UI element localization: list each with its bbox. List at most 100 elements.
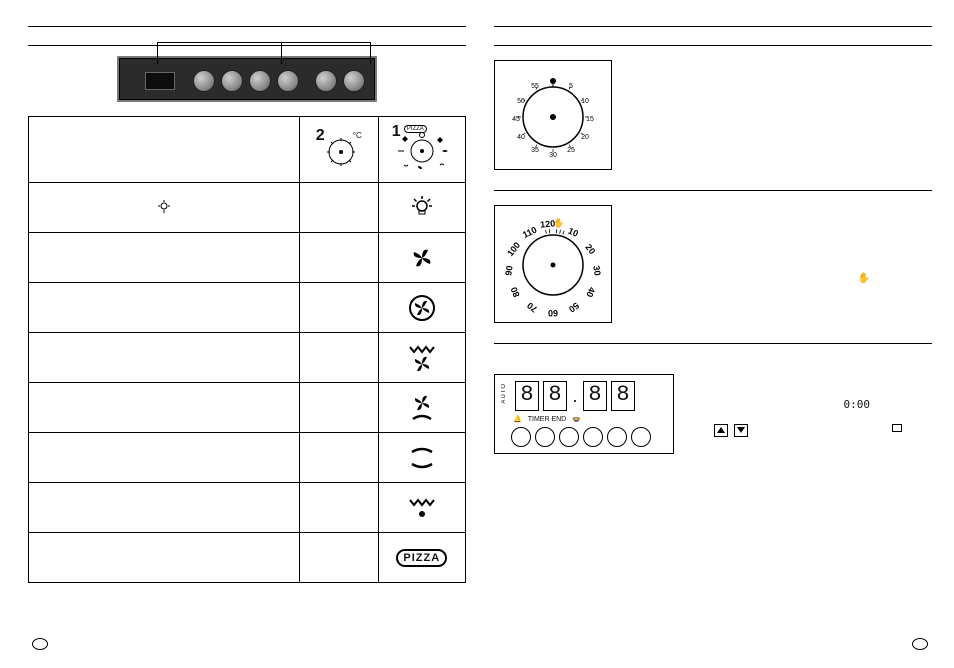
svg-text:110: 110 (521, 225, 538, 240)
top-rule-right (494, 26, 932, 27)
row-desc (29, 433, 300, 483)
page-number-circle-right (912, 638, 928, 650)
row-temp (299, 433, 378, 483)
table-row (29, 333, 466, 383)
table-row (29, 233, 466, 283)
digit: 8 (543, 381, 567, 411)
row-icon-fan-lower (378, 383, 465, 433)
table-row (29, 433, 466, 483)
table-row (29, 183, 466, 233)
light-icon (409, 195, 435, 221)
row-desc (29, 533, 300, 583)
panel-knob (343, 70, 365, 92)
panel-knob (315, 70, 337, 92)
digit: 8 (611, 381, 635, 411)
row-icon-light (378, 183, 465, 233)
conventional-icon (407, 444, 437, 472)
page-number-circle-left (32, 638, 48, 650)
fan-lower-icon (407, 391, 437, 425)
stop-square-icon (892, 424, 902, 432)
fan-icon (408, 244, 436, 272)
svg-text:10: 10 (567, 226, 580, 239)
table-header-func-dial: 1 PIZZA (378, 117, 465, 183)
minute-minder-svg: 510 1520 2530 3540 4550 55 (498, 63, 608, 167)
table-row (29, 383, 466, 433)
programmer-text: 0:00 (688, 364, 918, 454)
right-page: 510 1520 2530 3540 4550 55 (494, 0, 932, 668)
panel-knob (221, 70, 243, 92)
svg-text:25: 25 (567, 147, 575, 154)
table-header-desc (29, 117, 300, 183)
end-cooking-svg: 10 20 30 40 50 60 70 80 90 100 110 120 (496, 207, 610, 321)
table-row (29, 283, 466, 333)
row-temp (299, 283, 378, 333)
grill-fan-icon (407, 341, 437, 375)
bell-icon: 🔔 (513, 415, 522, 423)
panel-knob (193, 70, 215, 92)
svg-text:80: 80 (509, 286, 522, 299)
panel-knob (277, 70, 299, 92)
down-arrow-icon (734, 424, 748, 437)
row-desc (29, 233, 300, 283)
row-temp (299, 483, 378, 533)
grill-spit-icon (407, 494, 437, 522)
digit: 8 (583, 381, 607, 411)
prog-button[interactable] (631, 427, 651, 447)
row-temp (299, 533, 378, 583)
time-sample: 0:00 (844, 398, 871, 411)
functions-table: 2 °C 1 (28, 116, 466, 583)
svg-text:✋: ✋ (553, 217, 564, 228)
row-desc (29, 483, 300, 533)
panel-knob (249, 70, 271, 92)
digit-row: 8 8 . 8 8 (515, 381, 665, 411)
digit: 8 (515, 381, 539, 411)
sub-rule-right-3 (494, 343, 932, 344)
svg-text:30: 30 (591, 265, 602, 276)
row-temp (299, 383, 378, 433)
panel-display (145, 72, 175, 90)
prog-button[interactable] (559, 427, 579, 447)
sub-rule-right-2 (494, 190, 932, 191)
sub-rule-right-1 (494, 45, 932, 46)
prog-button[interactable] (511, 427, 531, 447)
row-icon-fan-ring (378, 283, 465, 333)
row-desc (29, 183, 300, 233)
row-desc (29, 333, 300, 383)
digit-separator: . (571, 381, 579, 411)
row-temp (299, 333, 378, 383)
electronic-programmer: AUTO 8 8 . 8 8 🔔 TIMER END 🍲 (494, 374, 674, 454)
sub-rule-left (28, 45, 466, 46)
pizza-badge: PIZZA (396, 549, 447, 567)
svg-text:35: 35 (531, 147, 539, 154)
table-row: PIZZA (29, 533, 466, 583)
prog-button[interactable] (607, 427, 627, 447)
fan-ring-icon (407, 293, 437, 323)
row-temp (299, 233, 378, 283)
pot-icon: 🍲 (572, 415, 581, 423)
svg-text:50: 50 (517, 98, 525, 105)
row-icon-pizza: PIZZA (378, 533, 465, 583)
svg-text:70: 70 (525, 300, 539, 314)
table-header-row: 2 °C 1 (29, 117, 466, 183)
top-rule-left (28, 26, 466, 27)
svg-text:55: 55 (531, 83, 539, 90)
row-icon-fan (378, 233, 465, 283)
control-panel-illustration (117, 56, 377, 102)
row-temp (299, 183, 378, 233)
light-icon (157, 200, 171, 214)
auto-label: AUTO (501, 383, 507, 404)
prog-button[interactable] (583, 427, 603, 447)
svg-text:10: 10 (581, 98, 589, 105)
svg-text:30: 30 (549, 152, 557, 159)
row-icon-grill-spit (378, 483, 465, 533)
leader-line-b (281, 42, 371, 43)
prog-button[interactable] (535, 427, 555, 447)
row-icon-conventional (378, 433, 465, 483)
table-header-temp-dial: 2 °C (299, 117, 378, 183)
timer-end-label: TIMER END (528, 416, 567, 423)
temp-dial-icon (324, 135, 358, 169)
svg-text:90: 90 (503, 265, 514, 276)
svg-text:20: 20 (581, 134, 589, 141)
row-desc (29, 383, 300, 433)
table-row (29, 483, 466, 533)
